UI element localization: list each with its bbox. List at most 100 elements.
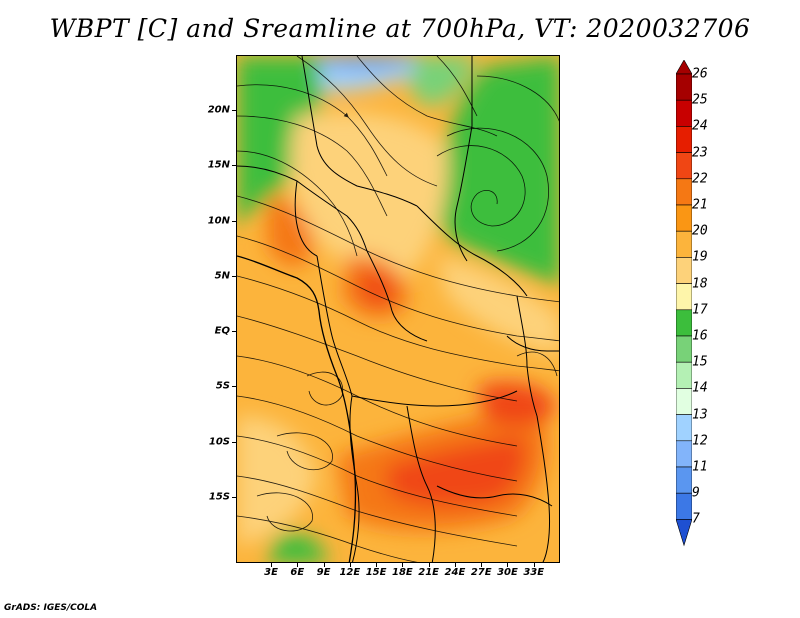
field-lightblue-north <box>297 56 417 69</box>
lat-tick-mark <box>232 110 236 112</box>
colorbar-label: 15 <box>692 354 708 370</box>
lon-tick-label: 3E <box>264 567 278 578</box>
colorbar-swatch <box>676 126 692 153</box>
field-yellow-north <box>290 112 448 278</box>
lon-tick-mark <box>507 563 509 567</box>
colorbar-swatch <box>676 492 692 520</box>
lon-tick-mark <box>323 563 325 567</box>
streamline <box>237 115 388 217</box>
streamline <box>476 75 559 122</box>
colorbar-label: 16 <box>692 328 708 344</box>
lat-tick-label: 10S <box>208 436 230 448</box>
lon-tick-label: 27E <box>470 567 492 578</box>
border <box>536 415 550 562</box>
lat-tick-label: 5S <box>215 380 230 392</box>
streamline <box>256 492 313 532</box>
streamline <box>237 195 559 303</box>
colorbar-swatch <box>676 440 692 468</box>
lon-tick-label: 9E <box>316 567 331 578</box>
lon-tick-label: 21E <box>418 567 440 578</box>
field-green-south <box>267 533 327 562</box>
colorbar-swatch <box>676 152 692 180</box>
colorbar-label: 19 <box>692 249 708 265</box>
lon-tick-label: 15E <box>365 567 387 578</box>
streamline <box>237 275 559 372</box>
lon-tick-label: 18E <box>392 567 413 578</box>
colorbar-label: 17 <box>692 302 708 318</box>
colorbar-label: 21 <box>692 197 708 213</box>
streamline <box>237 355 518 447</box>
lon-tick-mark <box>376 563 378 567</box>
lat-tick-mark <box>232 220 236 222</box>
border <box>316 255 353 397</box>
streamline <box>516 351 558 377</box>
colorbar-label: 24 <box>692 118 708 134</box>
streamline <box>296 56 438 187</box>
streamline <box>276 432 333 470</box>
lon-tick-mark <box>402 563 404 567</box>
colorbar-swatch <box>676 466 692 494</box>
colorbar-swatch <box>676 178 692 206</box>
lat-tick-mark <box>232 496 236 498</box>
lat-tick-mark <box>232 331 236 333</box>
streamline <box>237 150 358 257</box>
streamline <box>237 395 518 482</box>
lon-tick-mark <box>454 563 456 567</box>
border <box>301 56 418 207</box>
colorbar-label: 23 <box>692 145 708 161</box>
colorbar-swatch <box>676 309 692 337</box>
field-yellow-southwest <box>237 416 317 546</box>
streamline <box>446 127 549 252</box>
field-green-nw <box>237 56 321 226</box>
colorbar-swatch <box>676 257 692 284</box>
lon-tick-mark <box>271 563 273 567</box>
lat-tick-mark <box>232 165 236 167</box>
colorbar-label: 26 <box>692 66 708 82</box>
colorbar-label: 11 <box>692 459 708 475</box>
lon-tick-label: 30E <box>497 567 518 578</box>
border <box>349 395 360 562</box>
border <box>416 205 528 297</box>
colorbar-label: 12 <box>692 433 708 449</box>
colorbar-swatch <box>676 283 692 311</box>
colorbar-label: 25 <box>692 92 708 108</box>
border <box>237 165 368 252</box>
streamline <box>237 435 518 517</box>
colorbar <box>676 60 692 547</box>
lon-tick-mark <box>428 563 430 567</box>
streamline <box>237 235 559 342</box>
border <box>294 180 318 257</box>
lon-tick-label: 24E <box>444 567 466 578</box>
lat-tick-mark <box>232 275 236 277</box>
streamline <box>237 475 518 547</box>
colorbar-swatch <box>676 73 692 101</box>
colorbar-top-arrow <box>676 60 692 75</box>
colorbar-swatch <box>676 361 692 389</box>
streamline <box>356 56 498 137</box>
lat-tick-label: 15S <box>208 491 230 503</box>
border <box>406 405 436 562</box>
colorbar-swatch <box>676 230 692 258</box>
colorbar-label: 18 <box>692 276 708 292</box>
border <box>436 485 553 507</box>
colorbar-bottom-arrow <box>676 519 692 547</box>
grads-credit: GrADS: IGES/COLA <box>4 603 98 613</box>
streamline <box>237 315 518 402</box>
map-title: WBPT [C] and Sreamline at 700hPa, VT: 20… <box>49 14 751 43</box>
border <box>454 56 473 262</box>
border <box>351 390 518 407</box>
lon-tick-label: 6E <box>290 567 305 578</box>
wbpt-streamline-map <box>237 56 559 562</box>
lon-tick-mark <box>481 563 483 567</box>
colorbar-swatch <box>676 414 692 442</box>
lon-tick-mark <box>533 563 535 567</box>
colorbar-label: 7 <box>692 511 700 527</box>
colorbar-swatch <box>676 388 692 415</box>
lon-tick-label: 33E <box>523 567 545 578</box>
streamlines <box>237 56 559 562</box>
field-hot-south <box>387 436 526 507</box>
map-panel <box>236 55 560 563</box>
colorbar-label: 9 <box>692 485 700 501</box>
colorbar-label: 20 <box>692 223 708 239</box>
lon-tick-label: 12E <box>339 567 361 578</box>
